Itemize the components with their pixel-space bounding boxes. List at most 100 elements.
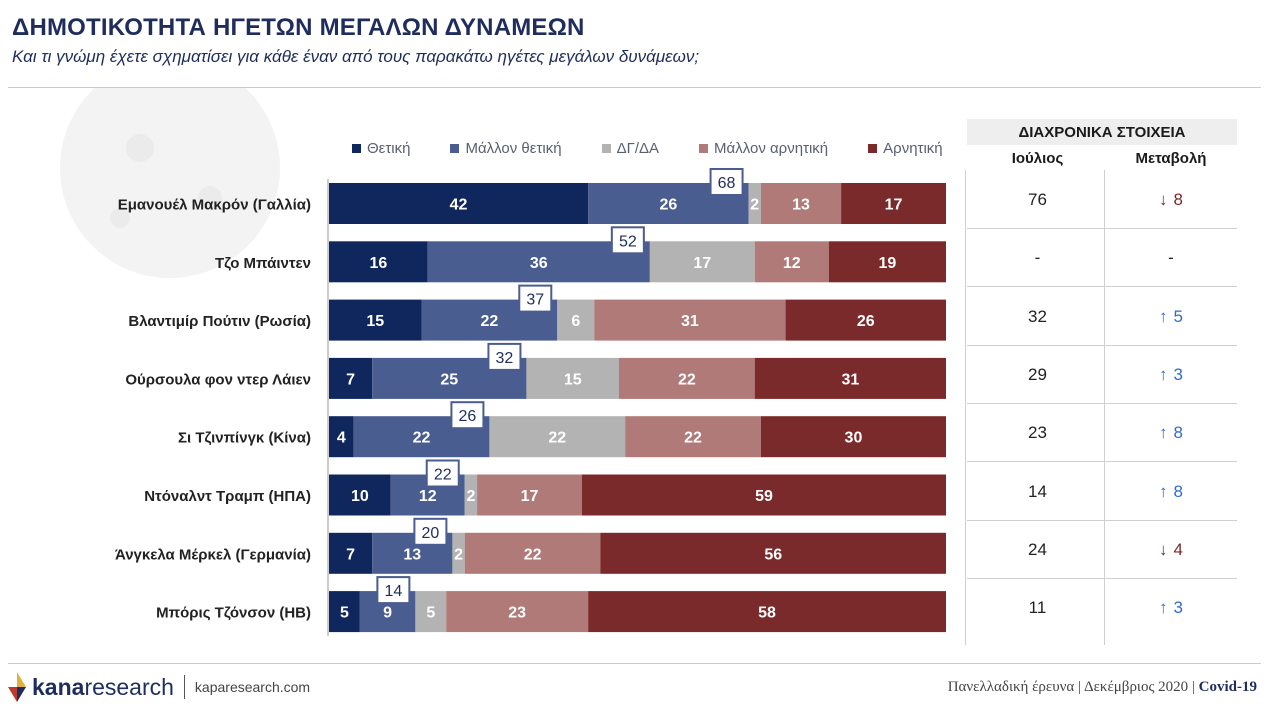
trend-change-value: 8 [1173, 423, 1183, 443]
bar-segment-rather-negative [760, 183, 842, 224]
trend-change-cell: ↓ 8 [1112, 190, 1230, 210]
positive-total-box [413, 517, 448, 546]
positive-total-label: 37 [526, 292, 544, 309]
bar-data-label: 23 [508, 605, 526, 622]
positive-total-label: 68 [718, 175, 736, 192]
trend-col-july: Ιούλιος [1011, 150, 1064, 167]
trend-change-cell: ↑ 8 [1112, 482, 1230, 502]
bar-segment-negative [785, 299, 946, 341]
bar-data-label: 58 [758, 605, 776, 622]
bar-segment-rather-negative [618, 357, 755, 399]
legend-swatch [601, 144, 611, 153]
bar-segment-rather-negative [477, 474, 582, 516]
positive-total-label: 52 [619, 233, 637, 250]
trend-change-value: 5 [1173, 306, 1183, 326]
arrow-up-icon: ↑ [1159, 364, 1168, 384]
trend-july-value: 76 [1028, 190, 1047, 209]
legend-swatch [450, 144, 460, 153]
site-link[interactable]: kaparesearch.com [194, 679, 311, 695]
trend-change-value: 8 [1173, 190, 1183, 209]
bar-data-label: 2 [454, 546, 463, 563]
category-label: Σι Τζινπίνγκ (Κίνα) [178, 430, 311, 447]
bar-data-label: 12 [419, 488, 437, 505]
positive-total-box [376, 576, 411, 605]
footer-separator [183, 675, 185, 699]
trend-row-divider [967, 577, 1237, 579]
bar-segment-dk [526, 357, 619, 399]
bar-segment-dk [748, 183, 761, 224]
page-subtitle: Και τι γνώμη έχετε σχηματίσει για κάθε έ… [12, 47, 700, 66]
trend-change-cell: ↓ 4 [1112, 540, 1230, 560]
bar-data-label: 17 [693, 255, 711, 272]
positive-total-label: 26 [459, 408, 477, 425]
trend-col-change: Μεταβολή [1135, 150, 1207, 167]
bar-segment-negative [588, 591, 946, 633]
bar-data-label: 10 [351, 488, 369, 505]
bar-segment-dk [649, 241, 755, 283]
trend-change-value: - [1168, 248, 1174, 268]
trend-row-divider [967, 402, 1237, 404]
bar-data-label: 22 [548, 430, 566, 447]
bar-data-label: 7 [346, 371, 355, 388]
bar-segment-negative [828, 241, 946, 283]
trend-change-cell: - [1112, 248, 1230, 268]
bar-segment-negative [600, 532, 946, 574]
arrow-up-icon: ↑ [1159, 481, 1168, 501]
arrow-down-icon: ↓ [1159, 539, 1168, 559]
category-label: Τζο Μπάιντεν [215, 255, 311, 272]
bar-segment-dk [557, 299, 595, 341]
bar-segment-negative [581, 474, 946, 516]
bar-segment-dk [415, 591, 447, 633]
positive-total-label: 32 [496, 350, 514, 367]
trend-row-divider [967, 461, 1237, 463]
bar-data-label: 12 [783, 255, 801, 272]
bar-data-label: 25 [440, 371, 458, 388]
bar-data-label: 19 [878, 255, 896, 272]
legend-item-rather-negative: Μάλλον αρνητική [699, 140, 828, 157]
bar-data-label: 56 [764, 546, 782, 563]
trend-title: ΔΙΑΧΡΟΝΙΚΑ ΣΤΟΙΧΕΙΑ [967, 119, 1237, 145]
positive-total-box [450, 401, 485, 430]
page-title: ΔΗΜΟΤΙΚΟΤΗΤΑ ΗΓΕΤΩΝ ΜΕΓΑΛΩΝ ΔΥΝΑΜΕΩΝ [12, 14, 585, 41]
trend-change-value: 3 [1173, 364, 1183, 384]
trend-july-value: 24 [1028, 539, 1047, 559]
bar-data-label: 22 [678, 371, 696, 388]
virus-watermark [60, 88, 280, 278]
bar-data-label: 15 [564, 371, 582, 388]
brand-name: kanaresearch [32, 674, 174, 701]
bar-segment-rather-negative [754, 241, 829, 283]
category-label: Ούρσουλα φον ντερ Λάιεν [125, 371, 311, 388]
trend-change-cell: ↑ 3 [1112, 598, 1230, 618]
category-label: Εμανουέλ Μακρόν (Γαλλία) [118, 197, 311, 214]
bar-segment-negative [841, 183, 946, 224]
arrow-up-icon: ↑ [1159, 423, 1168, 443]
bar-segment-positive [329, 299, 422, 341]
survey-text: Πανελλαδική έρευνα | Δεκέμβριος 2020 | [947, 679, 1195, 695]
chart-legend: Θετική Μάλλον θετική ΔΓ/ΔΑ Μάλλον αρνητι… [352, 140, 983, 157]
bar-segment-rather-negative [594, 299, 786, 341]
trend-july-value: 11 [1028, 598, 1047, 618]
positive-total-box [425, 459, 460, 488]
bar-data-label: 22 [413, 430, 431, 447]
bar-segment-dk [464, 474, 478, 516]
kana-logo-icon [8, 672, 26, 702]
legend-label: Θετική [367, 140, 411, 157]
bar-data-label: 7 [346, 546, 355, 563]
bar-data-label: 6 [571, 313, 580, 330]
trend-change-cell: ↑ 8 [1112, 423, 1230, 443]
trend-july-value: - [1034, 248, 1041, 268]
trend-row-divider [967, 286, 1237, 288]
trend-column-divider [1104, 170, 1105, 645]
positive-total-label: 22 [434, 467, 452, 484]
bar-data-label: 31 [841, 371, 859, 388]
positive-total-label: 20 [422, 525, 440, 542]
bar-data-label: 59 [755, 488, 773, 505]
bar-data-label: 31 [681, 313, 699, 330]
positive-total-box [610, 226, 645, 255]
bar-segment-rather-negative [446, 591, 589, 633]
bar-segment-dk [489, 416, 626, 458]
bar-data-label: 22 [684, 430, 702, 447]
arrow-up-icon: ↑ [1159, 306, 1168, 326]
header-divider [8, 87, 1261, 88]
